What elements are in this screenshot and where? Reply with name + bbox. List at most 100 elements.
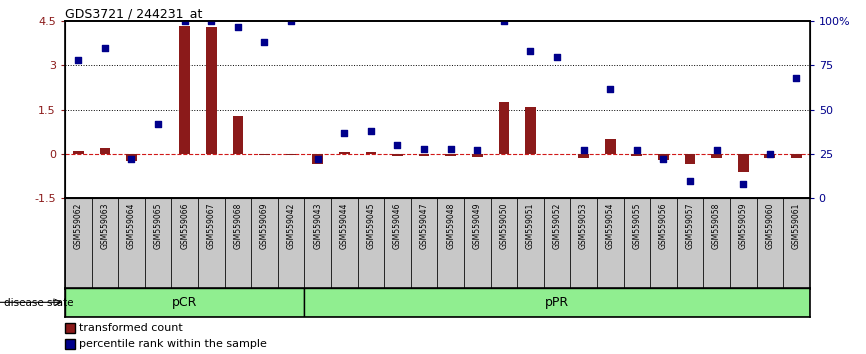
Point — [417, 146, 431, 152]
Point — [311, 156, 325, 162]
Text: GSM559058: GSM559058 — [712, 203, 721, 249]
Bar — [198, 198, 224, 289]
Bar — [685, 154, 695, 164]
Point — [470, 148, 484, 153]
Bar — [437, 198, 464, 289]
Bar — [517, 198, 544, 289]
Point — [337, 130, 351, 136]
Bar — [765, 154, 775, 159]
Point — [604, 86, 617, 91]
Bar — [65, 198, 92, 289]
Text: GSM559044: GSM559044 — [339, 203, 349, 249]
Bar — [472, 154, 482, 157]
Text: GSM559043: GSM559043 — [313, 203, 322, 249]
Bar — [791, 154, 802, 159]
Text: GSM559050: GSM559050 — [500, 203, 508, 249]
Bar — [145, 198, 171, 289]
Text: GSM559049: GSM559049 — [473, 203, 481, 249]
Text: GSM559068: GSM559068 — [233, 203, 242, 249]
Bar — [358, 198, 385, 289]
Text: GSM559062: GSM559062 — [74, 203, 83, 249]
Bar — [499, 102, 509, 154]
Bar — [339, 152, 350, 154]
Bar — [92, 198, 118, 289]
Bar — [624, 198, 650, 289]
Bar — [597, 198, 624, 289]
Text: GSM559056: GSM559056 — [659, 203, 668, 249]
Bar — [224, 198, 251, 289]
Text: GDS3721 / 244231_at: GDS3721 / 244231_at — [65, 7, 203, 20]
Point — [443, 146, 457, 152]
Point — [71, 57, 85, 63]
Point — [630, 148, 643, 153]
Text: GSM559046: GSM559046 — [393, 203, 402, 249]
Bar — [304, 288, 810, 317]
Text: GSM559059: GSM559059 — [739, 203, 747, 249]
Bar — [703, 198, 730, 289]
Point — [284, 18, 298, 24]
Bar — [73, 151, 83, 154]
Bar — [392, 154, 403, 156]
Bar — [331, 198, 358, 289]
Bar — [410, 198, 437, 289]
Text: transformed count: transformed count — [79, 323, 183, 333]
Text: disease state: disease state — [4, 298, 74, 308]
Bar — [100, 148, 110, 154]
Text: GSM559064: GSM559064 — [127, 203, 136, 249]
Point — [98, 45, 112, 51]
Bar — [118, 198, 145, 289]
Text: GSM559063: GSM559063 — [100, 203, 109, 249]
Text: GSM559042: GSM559042 — [287, 203, 295, 249]
Point — [790, 75, 804, 81]
Text: GSM559047: GSM559047 — [419, 203, 429, 249]
Text: percentile rank within the sample: percentile rank within the sample — [79, 339, 267, 349]
Text: GSM559051: GSM559051 — [526, 203, 535, 249]
Point — [178, 18, 191, 24]
Text: GSM559057: GSM559057 — [686, 203, 695, 249]
Text: GSM559055: GSM559055 — [632, 203, 642, 249]
Bar — [313, 154, 323, 164]
Bar — [251, 198, 278, 289]
Bar — [544, 198, 571, 289]
Bar — [604, 139, 616, 154]
Bar — [464, 198, 490, 289]
Point — [231, 24, 245, 29]
Bar — [259, 154, 269, 155]
Point — [736, 181, 750, 187]
Point — [257, 40, 271, 45]
Point — [391, 142, 404, 148]
Point — [497, 18, 511, 24]
Point — [577, 148, 591, 153]
Bar — [232, 116, 243, 154]
Bar — [658, 154, 669, 160]
Bar — [418, 154, 430, 156]
Bar — [525, 107, 536, 154]
Text: GSM559053: GSM559053 — [579, 203, 588, 249]
Point — [151, 121, 165, 127]
Bar — [490, 198, 517, 289]
Bar — [385, 198, 410, 289]
Bar — [757, 198, 783, 289]
Bar — [304, 198, 331, 289]
Point — [523, 48, 537, 54]
Point — [125, 156, 139, 162]
Point — [709, 148, 723, 153]
Bar — [631, 154, 642, 156]
Bar — [730, 198, 757, 289]
Bar — [578, 154, 589, 159]
Bar — [571, 198, 597, 289]
Bar — [783, 198, 810, 289]
Text: GSM559061: GSM559061 — [792, 203, 801, 249]
Bar — [711, 154, 722, 159]
Point — [204, 18, 218, 24]
Point — [656, 156, 670, 162]
Point — [763, 151, 777, 157]
Bar — [738, 154, 748, 172]
Bar — [365, 152, 376, 154]
Bar — [65, 288, 304, 317]
Text: pCR: pCR — [172, 296, 197, 309]
Bar — [171, 198, 198, 289]
Text: GSM559069: GSM559069 — [260, 203, 269, 249]
Text: GSM559048: GSM559048 — [446, 203, 456, 249]
Bar — [278, 198, 304, 289]
